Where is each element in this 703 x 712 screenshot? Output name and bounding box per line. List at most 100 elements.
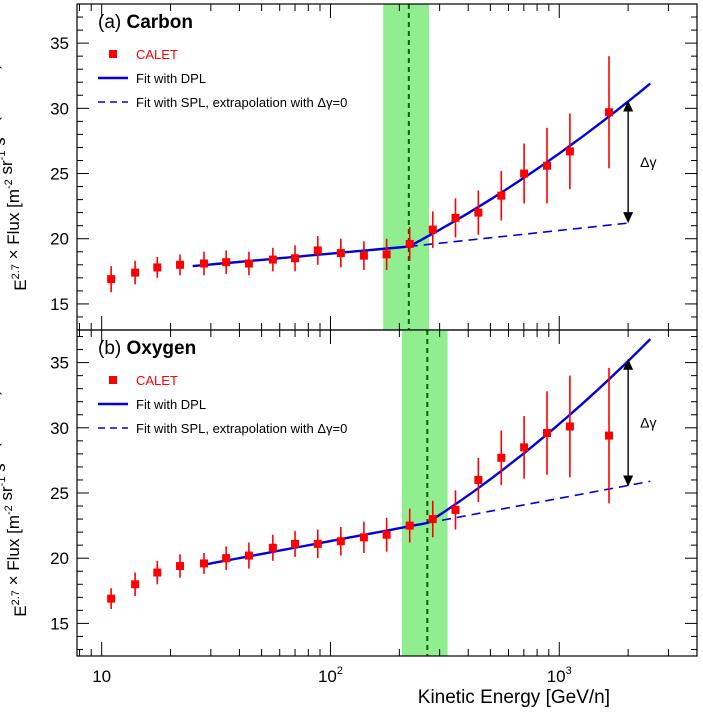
data-point	[405, 521, 414, 530]
y-tick-label: 30	[50, 99, 69, 118]
break-band	[383, 4, 430, 330]
legend-label: CALET	[136, 373, 178, 388]
data-point	[176, 562, 185, 571]
y-axis-label-sup: -2	[3, 505, 15, 515]
y-axis-label-part: E	[11, 605, 30, 616]
data-point	[336, 537, 345, 546]
data-point	[176, 260, 185, 269]
arrow-up-head	[623, 100, 634, 112]
y-tick-label: 25	[50, 484, 69, 503]
x-tick-label-exp: 3	[566, 665, 572, 677]
x-tick-label-base: 10	[547, 667, 566, 686]
data-point	[291, 254, 300, 263]
x-axis-label: Kinetic Energy [GeV/n]	[418, 687, 610, 708]
plot-area	[107, 330, 652, 656]
x-tick-label-base: 10	[318, 667, 337, 686]
panel-label: (b)	[98, 338, 127, 359]
y-axis-label-part: s	[0, 463, 9, 476]
data-point	[222, 258, 231, 267]
legend-marker-calet	[109, 376, 117, 384]
y-axis-label-sup: -1	[0, 128, 1, 138]
y-axis-label-sup: -1	[0, 151, 8, 161]
data-point	[565, 147, 574, 156]
delta-gamma-label: Δγ	[640, 415, 656, 431]
data-point	[131, 580, 140, 589]
x-tick-label-exp: 2	[337, 665, 343, 677]
dpl-fit-line	[203, 338, 652, 566]
data-point	[107, 594, 116, 603]
legend: CALET Fit with DPL Fit with SPL, extrapola…	[98, 47, 347, 110]
legend-label: CALET	[136, 47, 178, 62]
data-point	[474, 208, 483, 217]
y-tick-label: 30	[50, 419, 69, 438]
y-tick-label: 15	[50, 614, 69, 633]
data-point	[520, 169, 529, 178]
data-point	[543, 161, 552, 170]
y-tick-label: 35	[50, 354, 69, 373]
y-tick-label: 35	[50, 34, 69, 53]
data-point	[313, 539, 322, 548]
data-point	[268, 543, 277, 552]
data-point	[474, 475, 483, 484]
data-point	[199, 559, 208, 568]
panel-label: (a)	[98, 12, 127, 33]
break-band	[401, 330, 448, 656]
data-point	[382, 250, 391, 259]
legend-marker-calet	[109, 50, 117, 58]
data-point	[131, 268, 140, 277]
y-axis-label-part: sr	[0, 160, 16, 179]
arrow-up-head	[623, 358, 634, 370]
arrow-down-head	[623, 212, 634, 224]
data-point	[313, 246, 322, 255]
legend-label: Fit with DPL	[136, 71, 206, 86]
data-point	[244, 259, 253, 268]
y-axis-label: E2.7 × Flux [m-2 sr-1 s-1 (GeV/n)1.7]	[0, 43, 30, 291]
y-tick-label: 20	[50, 230, 69, 249]
y-axis-label-sup: -1	[0, 477, 8, 487]
legend-label: Fit with DPL	[136, 397, 206, 412]
x-tick-label: 10	[92, 667, 111, 686]
y-axis-label-sup: -2	[3, 179, 15, 189]
spl-fit-line	[427, 480, 651, 524]
panel-title: (b) Oxygen	[98, 338, 196, 359]
y-axis-label-sup: 2.7	[10, 264, 22, 279]
data-point	[520, 443, 529, 452]
y-axis-label-sup: 2.7	[10, 590, 22, 605]
data-point	[222, 554, 231, 563]
x-tick-label: 102	[318, 665, 343, 686]
x-tick-label: 103	[547, 665, 572, 686]
data-point	[543, 429, 552, 438]
legend-label: Fit with SPL, extrapolation with Δγ=0	[136, 95, 347, 110]
data-point	[153, 263, 162, 272]
y-axis-label-part: × Flux [m	[4, 189, 23, 264]
data-point	[565, 422, 574, 431]
legend: CALET Fit with DPL Fit with SPL, extrapola…	[98, 373, 347, 436]
data-point	[244, 551, 253, 560]
y-axis-label: E2.7 × Flux [m-2 sr-1 s-1 (GeV/n)1.7]	[0, 369, 30, 617]
panel-element-name: Carbon	[127, 12, 194, 33]
delta-gamma-label: Δγ	[640, 154, 656, 170]
data-point	[153, 568, 162, 577]
y-axis-label-part: sr	[0, 486, 16, 505]
y-axis-label-sup: -1	[0, 454, 1, 464]
data-point	[268, 255, 277, 264]
y-tick-label: 25	[50, 165, 69, 184]
arrow-down-head	[623, 475, 634, 487]
data-point	[359, 251, 368, 260]
data-point	[428, 225, 437, 234]
panel-carbon: Δγ 15 20 25 30 35 (a) Carbon CALET Fit with DPL F…	[0, 3, 698, 331]
y-tick-label: 15	[50, 295, 69, 314]
data-point	[605, 108, 614, 117]
data-point	[451, 505, 460, 514]
data-point	[336, 249, 345, 258]
data-point	[107, 275, 116, 284]
y-axis-label-part: E	[11, 279, 30, 290]
data-point	[497, 453, 506, 462]
spl-fit-line	[408, 222, 629, 248]
data-point	[605, 431, 614, 440]
data-point	[382, 530, 391, 539]
panel-element-name: Oxygen	[127, 338, 197, 359]
data-point	[405, 239, 414, 248]
y-axis-label-part: (GeV/n)	[0, 63, 2, 127]
